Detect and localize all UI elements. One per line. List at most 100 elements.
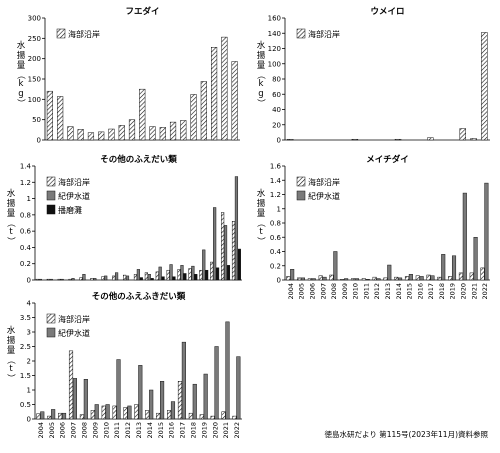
bar-gray-2008 (82, 274, 86, 281)
bar-hatch-2020 (458, 272, 463, 281)
y-tick-label: 40 (272, 106, 281, 114)
y-tick-label: 150 (28, 76, 41, 84)
bar-hatch-2006 (307, 278, 312, 281)
bar-hatch-2009 (90, 278, 94, 281)
bar-gray-2007 (71, 278, 75, 281)
bar-hatch-2019 (200, 81, 207, 141)
legend-label: 海部沿岸 (68, 29, 100, 39)
bar-hatch-2022 (481, 32, 488, 141)
y-axis-label-char: 量 (17, 61, 26, 71)
bar-black-2019 (205, 269, 209, 281)
x-tick-label: 2004 (37, 422, 45, 439)
bar-hatch-2021 (221, 411, 226, 420)
bar-hatch-2010 (351, 138, 359, 141)
bar-hatch-2012 (123, 274, 127, 281)
y-tick-label: 3.5 (20, 314, 31, 322)
y-tick-label: 1.6 (270, 163, 282, 171)
y-tick-label: 1.4 (20, 163, 32, 171)
bar-gray-2012 (127, 405, 132, 420)
bar-hatch-2008 (79, 414, 84, 420)
y-tick-label: 0.4 (270, 248, 282, 256)
bar-hatch-2020 (210, 415, 215, 420)
x-tick-label: 2021 (222, 422, 230, 439)
bar-hatch-2013 (383, 277, 388, 281)
bar-hatch-2006 (58, 412, 63, 420)
bar-gray-2022 (236, 356, 241, 420)
legend-swatch (46, 204, 56, 215)
y-axis-label-char: 水 (17, 40, 26, 51)
bar-gray-2007 (322, 276, 327, 281)
bar-gray-2020 (213, 207, 217, 281)
bar-hatch-2017 (180, 120, 187, 141)
bar-gray-2021 (473, 237, 478, 281)
y-tick-label: 200 (28, 55, 41, 63)
bar-hatch-2018 (190, 94, 197, 141)
bar-hatch-2010 (108, 128, 115, 141)
bar-hatch-2021 (221, 212, 225, 281)
bar-gray-2018 (441, 254, 446, 281)
x-tick-label: 2006 (59, 422, 67, 439)
x-tick-label: 2011 (113, 422, 121, 439)
y-tick-label: 0.8 (270, 220, 281, 228)
bar-hatch-2021 (221, 36, 228, 141)
bar-hatch-2004 (36, 413, 41, 420)
bar-hatch-2015 (156, 412, 161, 420)
x-tick-label: 2018 (189, 422, 197, 439)
y-tick-label: 1 (277, 205, 281, 213)
y-tick-label: 0 (277, 137, 281, 145)
x-tick-label: 2019 (200, 422, 208, 439)
bar-gray-2019 (202, 249, 206, 281)
bar-hatch-2011 (361, 278, 366, 281)
bar-gray-2020 (462, 192, 467, 281)
y-axis-label-char: 水 (257, 40, 266, 51)
x-tick-label: 2015 (406, 283, 414, 300)
bar-gray-2016 (170, 401, 176, 420)
bar-hatch-2014 (149, 126, 156, 141)
bar-hatch-2006 (57, 278, 61, 281)
bar-hatch-2014 (394, 276, 399, 281)
bar-gray-2005 (300, 277, 305, 281)
bar-gray-2011 (365, 279, 370, 281)
y-tick-label: 0.8 (20, 211, 31, 219)
bar-hatch-2014 (144, 272, 148, 281)
chart-title: フエダイ (125, 6, 159, 17)
bar-hatch-2012 (128, 119, 136, 141)
y-axis-label-char: 揚 (7, 335, 16, 346)
y-axis-label-char: g (18, 89, 23, 99)
y-tick-label: 0 (27, 416, 31, 424)
bar-hatch-2006 (67, 126, 74, 141)
bar-hatch-2017 (177, 269, 181, 281)
bar-gray-2022 (234, 176, 239, 281)
y-axis-label-char: （ (255, 219, 266, 228)
y-axis-label-char: t (259, 227, 263, 237)
bar-hatch-2007 (68, 350, 74, 420)
x-tick-label: 2012 (124, 422, 132, 439)
bar-hatch-2018 (188, 412, 193, 420)
y-tick-label: 0.4 (20, 244, 32, 252)
bar-gray-2009 (344, 278, 349, 281)
y-tick-label: 0 (27, 277, 31, 285)
bar-hatch-2015 (159, 127, 166, 141)
bar-gray-2013 (138, 365, 143, 420)
y-tick-label: 100 (268, 60, 281, 68)
legend-label: 海部沿岸 (58, 177, 90, 187)
bar-gray-2009 (94, 404, 99, 420)
bar-hatch-2015 (404, 276, 410, 281)
bar-hatch-2017 (426, 274, 431, 281)
bar-hatch-2010 (101, 405, 106, 420)
bar-gray-2006 (311, 278, 316, 281)
y-tick-label: 0.6 (20, 228, 32, 236)
x-tick-label: 2011 (362, 283, 370, 300)
bar-hatch-2019 (199, 269, 203, 281)
x-tick-label: 2010 (102, 422, 110, 439)
bar-hatch-2004 (286, 138, 294, 141)
y-axis-label-char: 量 (257, 209, 266, 219)
bar-gray-2016 (419, 276, 424, 281)
y-axis-label-char: 量 (7, 346, 16, 356)
y-tick-label: 0.2 (270, 262, 281, 270)
chart-title: メイチダイ (366, 154, 409, 165)
bar-hatch-2005 (297, 277, 302, 281)
